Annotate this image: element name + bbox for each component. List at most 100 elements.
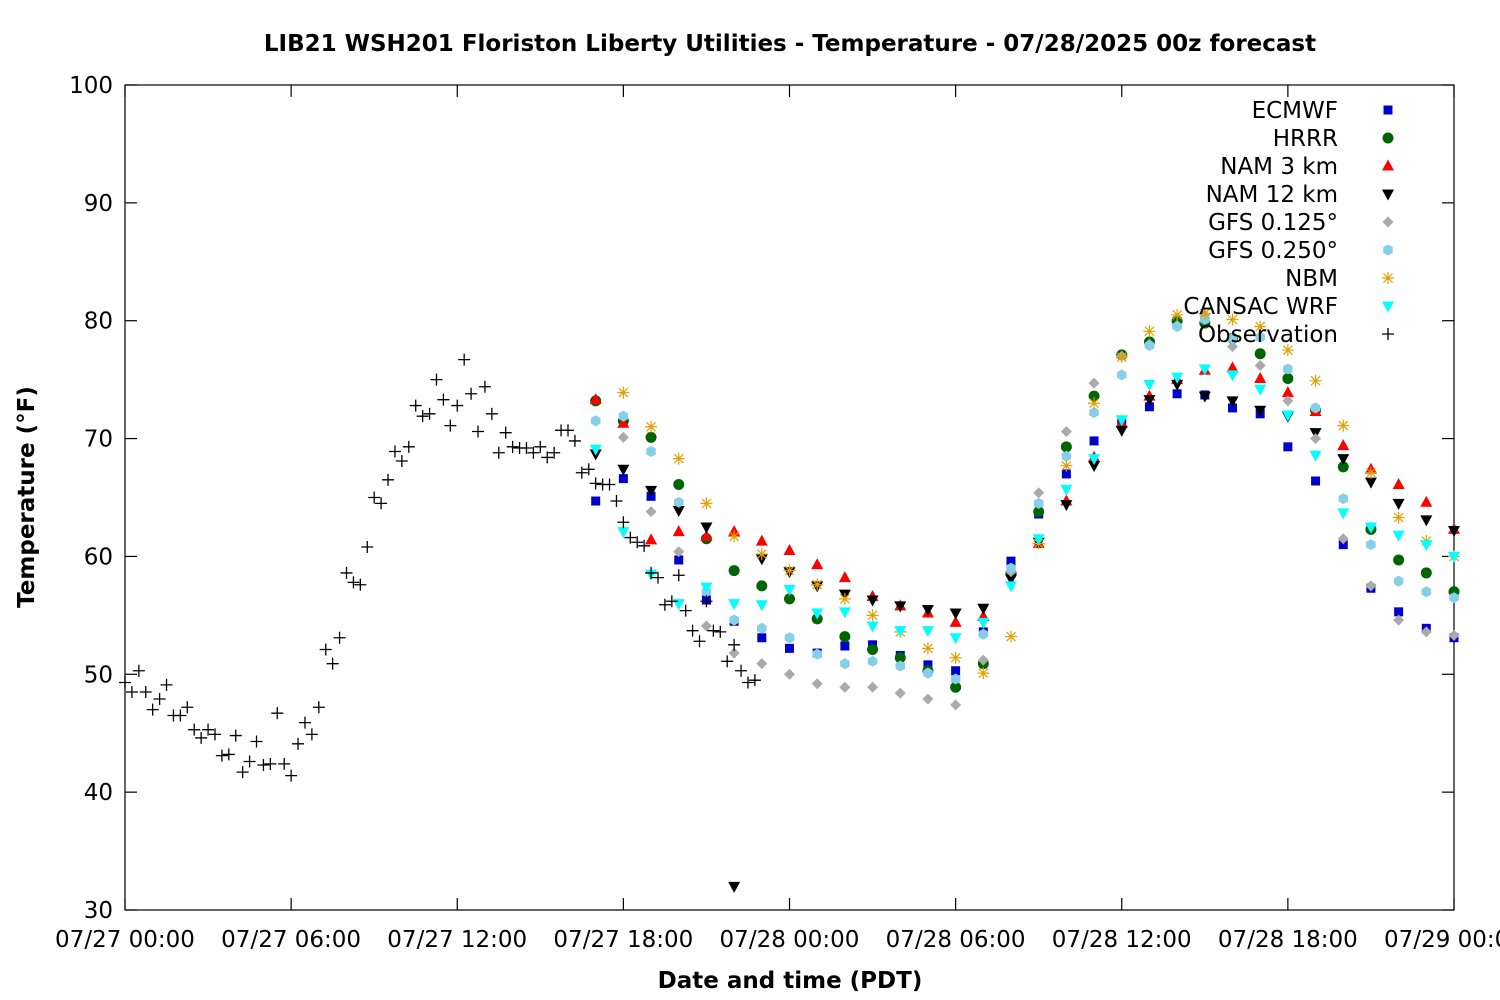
point-cansac-wrf [1364, 522, 1377, 534]
point-nbm [700, 497, 713, 510]
point-observation [375, 497, 388, 510]
point-gfs-0-125 [1282, 395, 1294, 407]
point-hrrr [756, 580, 768, 592]
point-nbm [921, 642, 934, 655]
point-cansac-wrf [617, 527, 630, 539]
point-gfs-0-125 [950, 699, 962, 711]
point-observation [506, 440, 519, 453]
point-nbm [645, 420, 658, 433]
point-observation [340, 566, 353, 579]
point-cansac-wrf [949, 633, 962, 645]
point-nam-12-km [1254, 405, 1267, 417]
point-cansac-wrf [728, 599, 741, 611]
point-gfs-0-125 [1448, 629, 1460, 641]
point-nam-12-km [1364, 477, 1377, 489]
point-gfs-0-250 [1310, 402, 1321, 414]
point-observation [333, 631, 346, 644]
point-hrrr [894, 652, 906, 664]
point-cansac-wrf [1448, 551, 1460, 563]
legend-label-nam-3-km: NAM 3 km [1220, 154, 1338, 180]
point-observation [430, 373, 443, 386]
point-observation [465, 387, 478, 400]
point-nbm [1171, 308, 1184, 321]
point-nbm [1060, 459, 1073, 472]
point-gfs-0-250 [1033, 497, 1044, 509]
point-gfs-0-125 [1365, 580, 1377, 592]
point-hrrr [1060, 441, 1072, 453]
point-nam-12-km [672, 505, 685, 517]
point-gfs-0-125 [700, 620, 712, 632]
point-observation [499, 426, 512, 439]
point-hrrr [1254, 348, 1266, 360]
point-hrrr [1282, 372, 1294, 384]
point-nam-3-km [838, 571, 851, 583]
point-nbm [949, 651, 962, 664]
point-cansac-wrf [921, 626, 934, 638]
point-nbm [1088, 397, 1101, 410]
point-ecmwf [785, 643, 794, 653]
point-observation [361, 541, 374, 553]
point-observation [402, 440, 415, 453]
point-observation [562, 424, 574, 437]
y-tick-label: 80 [84, 309, 113, 335]
y-axis: 30 40 50 60 70 80 90 100 [69, 73, 1454, 924]
point-nbm [1337, 419, 1350, 432]
point-observation [610, 495, 623, 508]
point-observation [624, 531, 637, 544]
point-cansac-wrf [783, 584, 796, 596]
point-observation [651, 571, 664, 584]
point-observation [617, 516, 630, 529]
point-gfs-0-250 [757, 622, 767, 634]
point-gfs-0-125 [1254, 360, 1266, 371]
point-nam-3-km [700, 529, 713, 541]
legend-label-hrrr: HRRR [1273, 126, 1338, 152]
chart-title: LIB21 WSH201 Floriston Liberty Utilities… [264, 31, 1316, 57]
legend-label-nam-12-km: NAM 12 km [1206, 182, 1338, 208]
point-nbm [838, 592, 851, 605]
point-observation [368, 491, 381, 504]
point-cansac-wrf [977, 617, 990, 629]
series-gfs-0-125 [617, 309, 1460, 711]
point-hrrr [950, 681, 962, 693]
point-nbm [811, 578, 824, 591]
plot-frame [124, 84, 1455, 911]
point-nam-12-km [728, 881, 741, 893]
point-nam-12-km [1337, 454, 1350, 466]
point-gfs-0-250 [1338, 493, 1348, 505]
x-tick-label: 07/27 06:00 [221, 927, 361, 953]
point-nam-3-km [949, 615, 962, 627]
point-nam-12-km [1448, 526, 1460, 537]
point-nam-12-km [921, 604, 934, 616]
series-cansac-wrf [589, 364, 1460, 645]
point-nbm [617, 386, 630, 399]
point-ecmwf [1311, 476, 1321, 486]
point-nam-3-km [1337, 439, 1350, 451]
point-observation [347, 576, 360, 589]
point-gfs-0-250 [1421, 586, 1432, 598]
point-gfs-0-250 [1255, 331, 1265, 343]
series-nbm [617, 307, 1460, 680]
point-gfs-0-250 [812, 648, 822, 660]
x-tick-label: 07/27 00:00 [55, 927, 195, 953]
point-nam-3-km [645, 533, 658, 545]
point-ecmwf [1394, 607, 1404, 617]
x-tick-label: 07/28 06:00 [886, 927, 1026, 953]
point-ecmwf [674, 555, 684, 565]
point-nbm [1364, 466, 1377, 479]
legend-label-ecmwf: ECMWF [1252, 98, 1338, 124]
point-gfs-0-125 [1337, 533, 1349, 545]
point-observation [658, 598, 671, 611]
point-nbm [1005, 630, 1017, 643]
point-nam-12-km [1171, 379, 1184, 391]
point-observation [520, 442, 533, 454]
point-nam-12-km [1088, 461, 1101, 473]
point-observation [721, 655, 734, 668]
point-observation [665, 595, 678, 608]
point-nbm [1309, 374, 1322, 387]
point-gfs-0-250 [1283, 363, 1293, 375]
point-observation [229, 729, 242, 742]
point-hrrr [784, 593, 795, 605]
point-nbm [1226, 313, 1239, 326]
point-observation [409, 399, 422, 412]
